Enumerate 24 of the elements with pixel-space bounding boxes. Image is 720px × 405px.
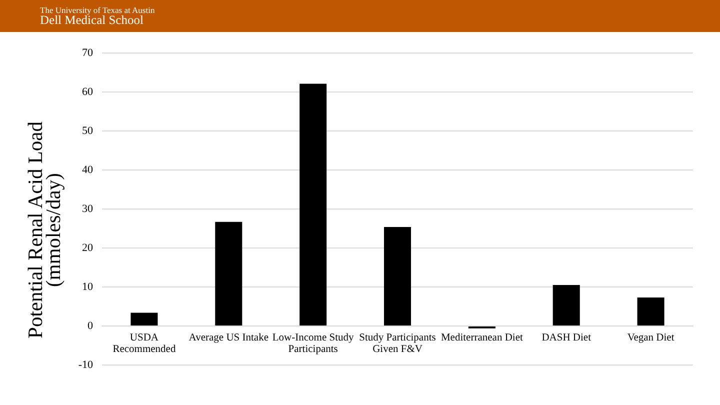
x-tick-label: Vegan Diet — [627, 332, 674, 344]
bar — [130, 312, 158, 326]
y-tick-label: 30 — [82, 202, 94, 215]
header-banner: The University of Texas at Austin Dell Medical School — [0, 0, 720, 32]
y-tick-label: -10 — [78, 358, 94, 371]
y-tick-label: 10 — [82, 280, 94, 293]
y-tick-label: 70 — [82, 46, 94, 59]
bar — [552, 285, 580, 326]
x-tick-label: DASH Diet — [542, 332, 592, 344]
x-tick-label: USDA Recommended — [112, 332, 176, 356]
bar — [384, 226, 412, 326]
y-tick-label: 0 — [88, 320, 94, 332]
y-axis-title: Potential Renal Acid Load (mmoles/day) — [25, 122, 65, 338]
x-tick-label: Study Participants Given F&V — [359, 332, 436, 356]
y-tick-label: 60 — [82, 86, 94, 98]
x-tick-label: Mediterranean Diet — [440, 332, 523, 344]
bar — [215, 222, 242, 326]
x-tick-label: Average US Intake — [188, 332, 269, 344]
y-tick-label: 20 — [82, 242, 94, 254]
bar — [300, 84, 327, 326]
bar — [637, 298, 664, 326]
x-tick-label: Low-Income Study Participants — [272, 332, 354, 356]
y-tick-label: 40 — [82, 164, 94, 176]
y-tick-label: 50 — [82, 124, 94, 137]
